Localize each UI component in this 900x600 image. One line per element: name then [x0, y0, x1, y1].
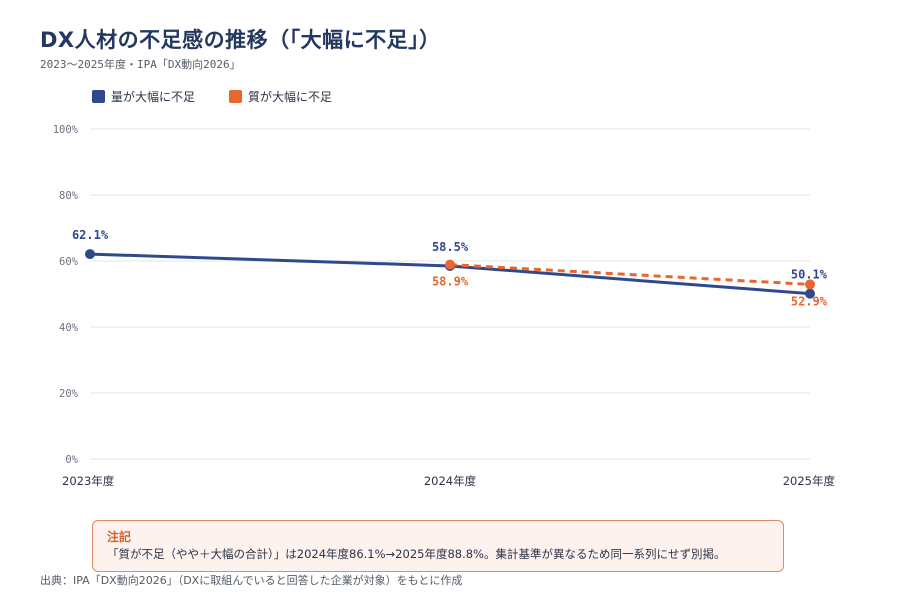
legend-item-quantity: 量が大幅に不足 [92, 88, 195, 105]
data-label: 58.5% [432, 240, 469, 254]
data-point [445, 259, 455, 270]
data-label: 50.1% [791, 268, 828, 282]
legend-swatch-quantity [92, 90, 105, 103]
data-label: 52.9% [791, 294, 828, 308]
x-tick-label: 2024年度 [424, 474, 477, 488]
chart-title: DX人材の不足感の推移（「大幅に不足」） [40, 28, 441, 52]
chart-subtitle: 2023〜2025年度・IPA「DX動向2026」 [40, 58, 241, 71]
note-box: 注記 「質が不足（やや＋大幅の合計）」は2024年度86.1%→2025年度88… [92, 520, 784, 572]
y-tick-label: 20% [59, 388, 79, 400]
data-point [805, 279, 815, 290]
data-point [85, 249, 95, 260]
x-tick-label: 2023年度 [62, 474, 115, 488]
y-tick-label: 0% [65, 454, 78, 466]
y-tick-label: 60% [59, 256, 79, 268]
note-text: 「質が不足（やや＋大幅の合計）」は2024年度86.1%→2025年度88.8%… [107, 547, 726, 561]
y-tick-label: 100% [53, 124, 79, 136]
data-label: 58.9% [432, 275, 469, 289]
note-title: 注記 [107, 530, 132, 544]
y-tick-label: 40% [59, 322, 79, 334]
legend-swatch-quality [229, 90, 243, 103]
legend-label-quality: 質が大幅に不足 [248, 90, 333, 104]
legend-label-quantity: 量が大幅に不足 [111, 90, 196, 104]
y-tick-label: 80% [59, 190, 79, 202]
legend-item-quality: 質が大幅に不足 [229, 88, 332, 105]
series-line-1 [449, 263, 811, 286]
x-tick-label: 2025年度 [783, 474, 836, 488]
source-text: 出典：IPA「DX動向2026」（DXに取組んでいると回答した企業が対象）をもと… [40, 574, 463, 587]
legend: 量が大幅に不足 質が大幅に不足 [92, 88, 366, 105]
data-point [805, 288, 815, 299]
data-label: 62.1% [72, 228, 109, 242]
